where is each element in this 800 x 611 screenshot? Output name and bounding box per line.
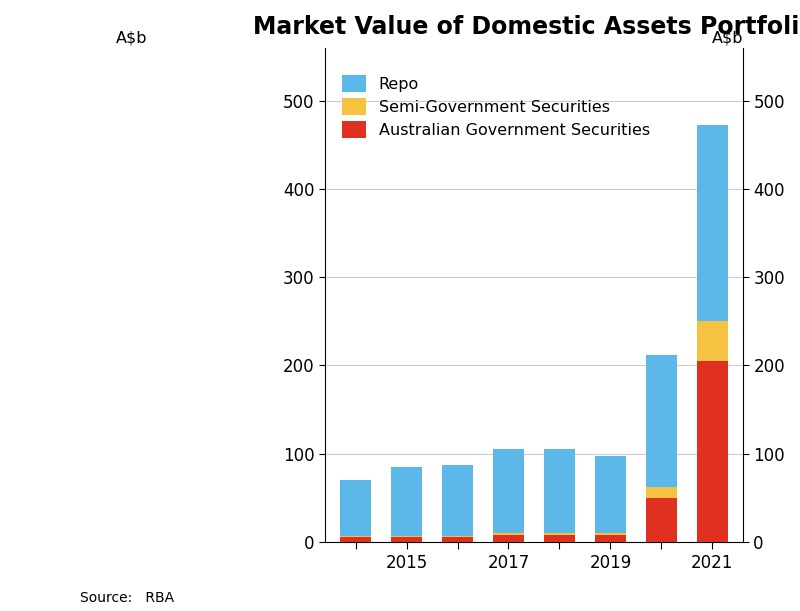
Bar [340,480,371,536]
Bar [494,535,524,542]
Bar [391,467,422,536]
Bar [697,321,728,361]
Bar [442,537,473,542]
Bar [646,355,677,487]
Bar [544,533,574,535]
Bar [544,449,574,533]
Bar [442,465,473,536]
Bar [646,497,677,542]
Bar [646,487,677,497]
Bar [494,449,524,533]
Bar [595,535,626,542]
Bar [494,533,524,535]
Text: A$b: A$b [116,31,147,45]
Title: Market Value of Domestic Assets Portfolio: Market Value of Domestic Assets Portfoli… [253,15,800,39]
Bar [391,537,422,542]
Bar [442,536,473,537]
Bar [697,125,728,321]
Bar [595,533,626,535]
Bar [391,536,422,537]
Bar [544,535,574,542]
Text: A$b: A$b [711,31,743,45]
Bar [340,537,371,542]
Text: Source:   RBA: Source: RBA [80,591,174,605]
Bar [697,361,728,542]
Bar [595,456,626,533]
Bar [340,536,371,537]
Legend: Repo, Semi-Government Securities, Australian Government Securities: Repo, Semi-Government Securities, Austra… [337,71,654,143]
